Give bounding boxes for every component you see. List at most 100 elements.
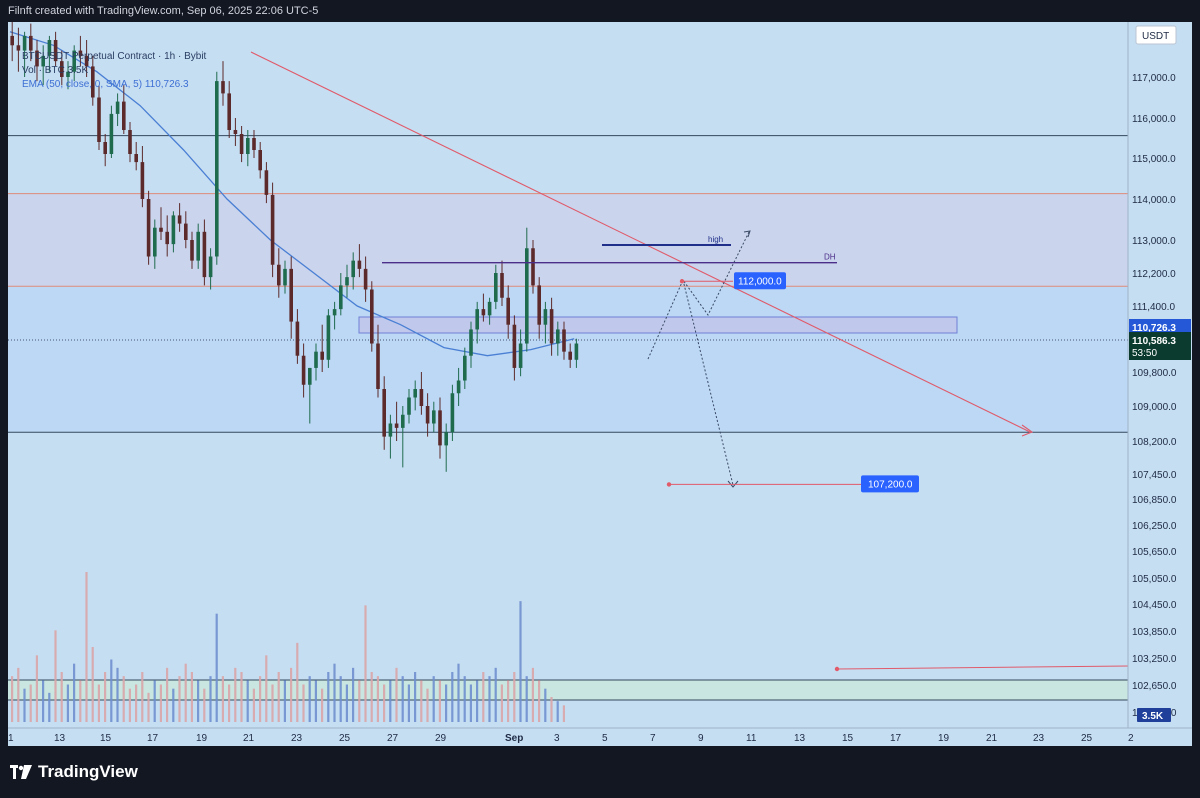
candle-body[interactable] bbox=[432, 410, 436, 424]
ema-line[interactable]: EMA (50, close, 0, SMA, 5) 110,726.3 bbox=[22, 79, 189, 90]
candle-body[interactable] bbox=[469, 329, 473, 356]
candle-body[interactable] bbox=[549, 309, 554, 344]
candle-body[interactable] bbox=[128, 130, 132, 154]
candle-body[interactable] bbox=[221, 81, 225, 94]
candle-body[interactable] bbox=[512, 324, 517, 368]
candle-body[interactable] bbox=[568, 351, 572, 360]
candle-body[interactable] bbox=[475, 309, 479, 330]
candle-body[interactable] bbox=[531, 248, 535, 286]
candle-body[interactable] bbox=[332, 309, 337, 316]
candle-body[interactable] bbox=[66, 71, 70, 77]
candle-body[interactable] bbox=[289, 268, 293, 322]
candle-body[interactable] bbox=[314, 351, 318, 368]
lower-ray-line[interactable] bbox=[836, 665, 1129, 670]
candle-body[interactable] bbox=[41, 55, 45, 67]
fvg-box[interactable] bbox=[358, 316, 958, 334]
candle-body[interactable] bbox=[202, 231, 207, 278]
downtrend-line[interactable] bbox=[250, 51, 1031, 433]
candle-body[interactable] bbox=[388, 423, 393, 437]
candle-body[interactable] bbox=[382, 389, 386, 437]
candle-body[interactable] bbox=[16, 45, 21, 51]
candle-body[interactable] bbox=[109, 113, 114, 154]
candle-body[interactable] bbox=[295, 321, 300, 356]
candle-body[interactable] bbox=[196, 231, 200, 261]
candle-body[interactable] bbox=[407, 397, 411, 415]
candle-body[interactable] bbox=[29, 35, 33, 51]
candle-body[interactable] bbox=[450, 393, 455, 433]
candle-body[interactable] bbox=[283, 268, 287, 286]
target-107200-badge[interactable] bbox=[861, 475, 919, 493]
candle-body[interactable] bbox=[481, 309, 486, 316]
candle-body[interactable] bbox=[134, 154, 138, 163]
candle-body[interactable] bbox=[525, 248, 529, 344]
candle-body[interactable] bbox=[518, 343, 523, 368]
candle-body[interactable] bbox=[363, 268, 368, 290]
candle-body[interactable] bbox=[140, 162, 145, 199]
candle-body[interactable] bbox=[394, 423, 399, 428]
candle-body[interactable] bbox=[252, 138, 256, 150]
candle-body[interactable] bbox=[122, 101, 126, 130]
candle-body[interactable] bbox=[345, 277, 349, 286]
chart-area[interactable]: high DH 112,000.0 107,200.0 USDT 117,000.0 116… bbox=[8, 22, 1192, 746]
volume-line[interactable]: Vol · BTC 3.5K bbox=[22, 65, 89, 76]
candle-body[interactable] bbox=[91, 66, 95, 98]
candle-body[interactable] bbox=[277, 264, 281, 286]
candle-body[interactable] bbox=[10, 35, 14, 46]
candle-body[interactable] bbox=[419, 389, 424, 406]
bearish-projection-path[interactable] bbox=[682, 279, 734, 486]
currency-box[interactable] bbox=[1135, 25, 1177, 45]
candle-body[interactable] bbox=[357, 260, 362, 269]
candle-body[interactable] bbox=[165, 231, 169, 245]
candle-body[interactable] bbox=[574, 343, 579, 360]
candle-body[interactable] bbox=[339, 285, 343, 310]
candle-body[interactable] bbox=[438, 410, 442, 446]
candle-body[interactable] bbox=[78, 50, 83, 56]
candle-body[interactable] bbox=[246, 138, 250, 154]
candle-body[interactable] bbox=[320, 351, 324, 360]
candle-body[interactable] bbox=[301, 355, 306, 385]
candle-body[interactable] bbox=[562, 329, 566, 352]
candle-body[interactable] bbox=[239, 134, 244, 154]
candle-body[interactable] bbox=[537, 285, 541, 325]
symbol-line[interactable]: BTCUSDT Perpetual Contract · 1h · Bybit bbox=[22, 51, 207, 62]
candle-body[interactable] bbox=[97, 97, 101, 143]
price-axis[interactable] bbox=[1128, 22, 1192, 746]
candle-body[interactable] bbox=[270, 194, 275, 265]
candle-body[interactable] bbox=[53, 40, 58, 62]
candle-body[interactable] bbox=[146, 199, 151, 257]
candle-body[interactable] bbox=[463, 355, 467, 381]
candle-body[interactable] bbox=[22, 35, 27, 51]
candle-body[interactable] bbox=[103, 142, 107, 154]
candle-body[interactable] bbox=[258, 150, 262, 171]
candle-body[interactable] bbox=[413, 389, 417, 398]
candle-body[interactable] bbox=[190, 240, 194, 261]
candle-body[interactable] bbox=[376, 343, 380, 389]
candle-body[interactable] bbox=[72, 50, 76, 72]
candle-body[interactable] bbox=[233, 130, 238, 134]
candle-body[interactable] bbox=[543, 309, 548, 325]
candle-body[interactable] bbox=[444, 432, 448, 446]
candle-body[interactable] bbox=[153, 227, 157, 257]
candle-body[interactable] bbox=[208, 256, 213, 278]
candle-body[interactable] bbox=[184, 223, 188, 240]
candle-body[interactable] bbox=[401, 414, 405, 428]
candle-body[interactable] bbox=[159, 227, 163, 232]
candle-body[interactable] bbox=[177, 215, 182, 224]
target-112000-badge[interactable] bbox=[734, 272, 786, 290]
candle-body[interactable] bbox=[556, 329, 560, 344]
candle-body[interactable] bbox=[308, 367, 312, 385]
candle-body[interactable] bbox=[215, 81, 219, 257]
candle-body[interactable] bbox=[227, 93, 231, 130]
candle-body[interactable] bbox=[506, 297, 510, 325]
candle-body[interactable] bbox=[425, 406, 430, 424]
candle-body[interactable] bbox=[494, 273, 498, 302]
candle-body[interactable] bbox=[500, 273, 504, 298]
candle-body[interactable] bbox=[370, 289, 374, 344]
candle-body[interactable] bbox=[487, 301, 492, 316]
candle-body[interactable] bbox=[351, 260, 355, 278]
candle-body[interactable] bbox=[84, 55, 89, 67]
time-axis[interactable] bbox=[8, 728, 1192, 746]
candle-body[interactable] bbox=[171, 215, 176, 245]
candle-body[interactable] bbox=[115, 101, 120, 114]
candle-body[interactable] bbox=[456, 380, 461, 394]
